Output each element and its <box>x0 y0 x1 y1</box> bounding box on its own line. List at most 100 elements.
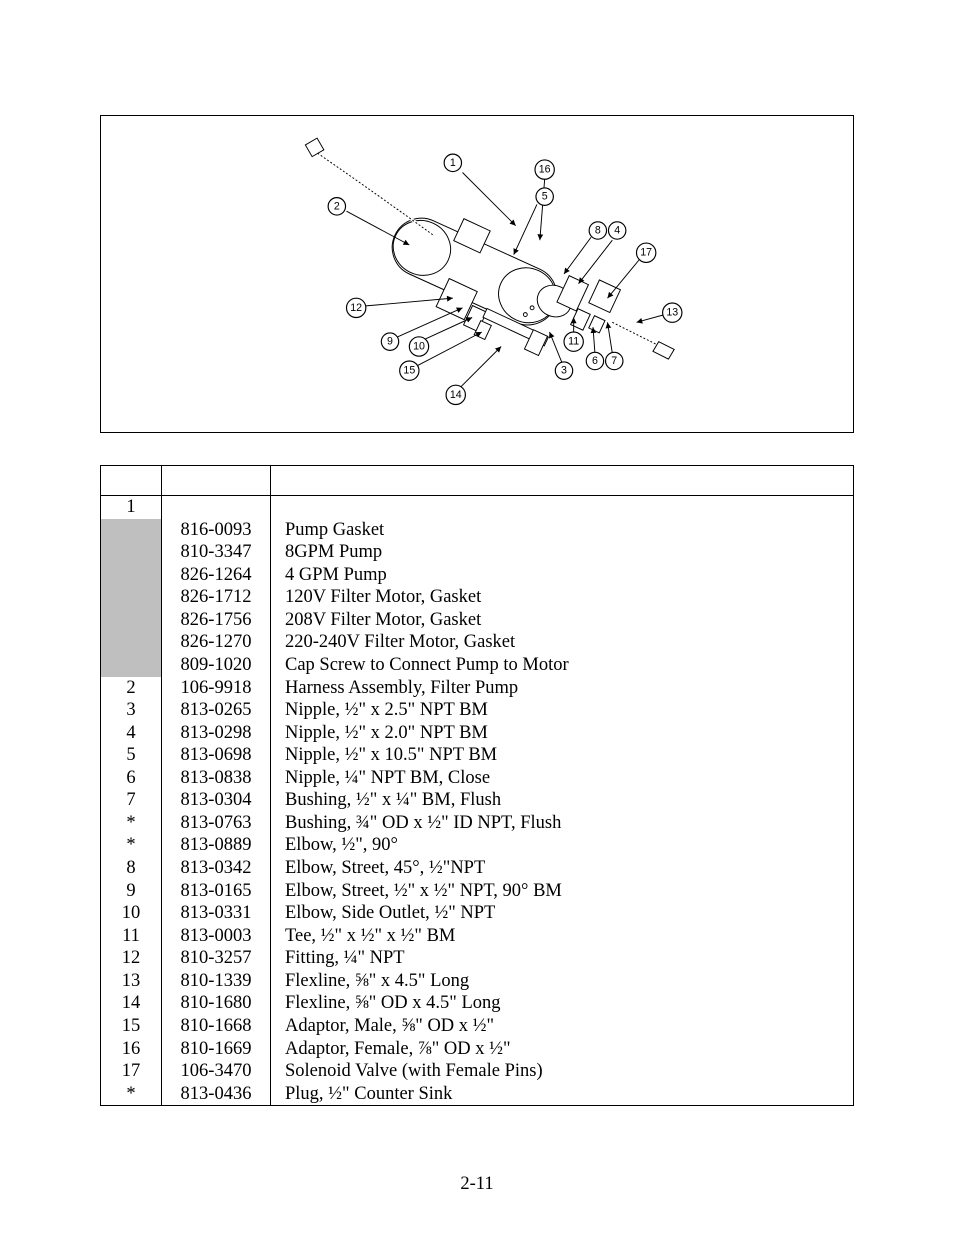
table-row: *813-0763Bushing, ¾" OD x ½" ID NPT, Flu… <box>101 812 854 835</box>
callout-number: 7 <box>611 355 617 367</box>
cell-item: 2 <box>101 677 162 700</box>
cell-part-number: 813-0304 <box>162 789 271 812</box>
cell-item: 6 <box>101 767 162 790</box>
cell-item <box>101 631 162 654</box>
callout-number: 11 <box>568 336 579 348</box>
cell-part-number: 813-0889 <box>162 834 271 857</box>
cell-item: 3 <box>101 699 162 722</box>
cell-description: Elbow, Street, 45°, ½"NPT <box>271 857 854 880</box>
table-row: 10813-0331Elbow, Side Outlet, ½" NPT <box>101 902 854 925</box>
cell-description: 8GPM Pump <box>271 541 854 564</box>
callout-number: 1 <box>450 157 456 169</box>
cell-description: Nipple, ½" x 10.5" NPT BM <box>271 744 854 767</box>
cell-item <box>101 654 162 677</box>
table-row: 13810-1339Flexline, ⅝" x 4.5" Long <box>101 970 854 993</box>
cell-description: Bushing, ¾" OD x ½" ID NPT, Flush <box>271 812 854 835</box>
cell-part-number: 813-0165 <box>162 880 271 903</box>
cell-item <box>101 519 162 542</box>
callout-arrowhead <box>564 268 570 274</box>
cell-item: 8 <box>101 857 162 880</box>
cell-part-number: 826-1264 <box>162 564 271 587</box>
cell-description: Harness Assembly, Filter Pump <box>271 677 854 700</box>
table-row: 826-1756208V Filter Motor, Gasket <box>101 609 854 632</box>
cell-part-number: 813-0298 <box>162 722 271 745</box>
table-row: 16810-1669Adaptor, Female, ⅞" OD x ½" <box>101 1038 854 1061</box>
cell-description: Flexline, ⅝" OD x 4.5" Long <box>271 992 854 1015</box>
cell-description: Nipple, ¼" NPT BM, Close <box>271 767 854 790</box>
cell-description: Flexline, ⅝" x 4.5" Long <box>271 970 854 993</box>
cell-description: Elbow, Side Outlet, ½" NPT <box>271 902 854 925</box>
cell-item: 17 <box>101 1060 162 1083</box>
table-row: 1 <box>101 496 854 519</box>
cell-part-number <box>162 496 271 519</box>
cell-description: Plug, ½" Counter Sink <box>271 1083 854 1106</box>
callout-number: 14 <box>450 389 462 401</box>
header-item <box>101 466 162 496</box>
cell-description: Bushing, ½" x ¼" BM, Flush <box>271 789 854 812</box>
cell-description <box>271 496 854 519</box>
cell-description: Solenoid Valve (with Female Pins) <box>271 1060 854 1083</box>
callout-leader <box>398 308 463 337</box>
callout-number: 13 <box>666 307 678 319</box>
table-row: 4813-0298Nipple, ½" x 2.0" NPT BM <box>101 722 854 745</box>
cell-item: 5 <box>101 744 162 767</box>
cell-part-number: 813-0265 <box>162 699 271 722</box>
cell-item: 9 <box>101 880 162 903</box>
parts-list-table: 1816-0093Pump Gasket810-33478GPM Pump826… <box>100 465 854 1106</box>
cell-description: Nipple, ½" x 2.5" NPT BM <box>271 699 854 722</box>
cell-part-number: 813-0698 <box>162 744 271 767</box>
table-row: 8813-0342Elbow, Street, 45°, ½"NPT <box>101 857 854 880</box>
table-row: 2106-9918Harness Assembly, Filter Pump <box>101 677 854 700</box>
cell-part-number: 813-0331 <box>162 902 271 925</box>
table-row: 6813-0838Nipple, ¼" NPT BM, Close <box>101 767 854 790</box>
callout-leader <box>460 347 502 389</box>
cell-item: 1 <box>101 496 162 519</box>
parts-diagram: 1165284171291011136731514 <box>257 129 697 419</box>
cell-item: * <box>101 1083 162 1106</box>
callout-number: 3 <box>561 365 567 377</box>
cell-description: Tee, ½" x ½" x ½" BM <box>271 925 854 948</box>
cell-part-number: 106-3470 <box>162 1060 271 1083</box>
cell-item: 11 <box>101 925 162 948</box>
callout-number: 5 <box>542 191 548 203</box>
cell-part-number: 813-0003 <box>162 925 271 948</box>
cell-part-number: 826-1712 <box>162 586 271 609</box>
cell-item <box>101 541 162 564</box>
callout-number: 12 <box>350 302 362 314</box>
cell-part-number: 826-1756 <box>162 609 271 632</box>
callout-number: 2 <box>334 200 340 212</box>
table-row: 826-1712120V Filter Motor, Gasket <box>101 586 854 609</box>
cell-part-number: 809-1020 <box>162 654 271 677</box>
cell-part-number: 826-1270 <box>162 631 271 654</box>
callout-leader <box>564 237 591 274</box>
cell-item: 16 <box>101 1038 162 1061</box>
cell-description: Fitting, ¼" NPT <box>271 947 854 970</box>
table-row: *813-0436Plug, ½" Counter Sink <box>101 1083 854 1106</box>
cell-part-number: 813-0342 <box>162 857 271 880</box>
table-row: 7813-0304Bushing, ½" x ¼" BM, Flush <box>101 789 854 812</box>
callout-number: 4 <box>614 225 620 237</box>
table-row: *813-0889Elbow, ½", 90° <box>101 834 854 857</box>
cell-item: 13 <box>101 970 162 993</box>
document-page: 1165284171291011136731514 1816-0093Pump … <box>0 0 954 1235</box>
cell-description: Elbow, Street, ½" x ½" NPT, 90° BM <box>271 880 854 903</box>
cell-description: 4 GPM Pump <box>271 564 854 587</box>
cell-part-number: 816-0093 <box>162 519 271 542</box>
callout-number: 9 <box>387 336 393 348</box>
table-row: 826-12644 GPM Pump <box>101 564 854 587</box>
table-row: 14810-1680Flexline, ⅝" OD x 4.5" Long <box>101 992 854 1015</box>
table-row: 9813-0165Elbow, Street, ½" x ½" NPT, 90°… <box>101 880 854 903</box>
table-row: 809-1020Cap Screw to Connect Pump to Mot… <box>101 654 854 677</box>
callout-leader <box>463 173 516 226</box>
table-row: 11813-0003Tee, ½" x ½" x ½" BM <box>101 925 854 948</box>
table-row: 826-1270220-240V Filter Motor, Gasket <box>101 631 854 654</box>
cell-description: Nipple, ½" x 2.0" NPT BM <box>271 722 854 745</box>
cell-item: 15 <box>101 1015 162 1038</box>
table-row: 5813-0698Nipple, ½" x 10.5" NPT BM <box>101 744 854 767</box>
cell-description: Elbow, ½", 90° <box>271 834 854 857</box>
cell-part-number: 810-3257 <box>162 947 271 970</box>
table-row: 12810-3257Fitting, ¼" NPT <box>101 947 854 970</box>
callout-leader <box>514 204 537 254</box>
cell-description: 220-240V Filter Motor, Gasket <box>271 631 854 654</box>
cell-item: 12 <box>101 947 162 970</box>
